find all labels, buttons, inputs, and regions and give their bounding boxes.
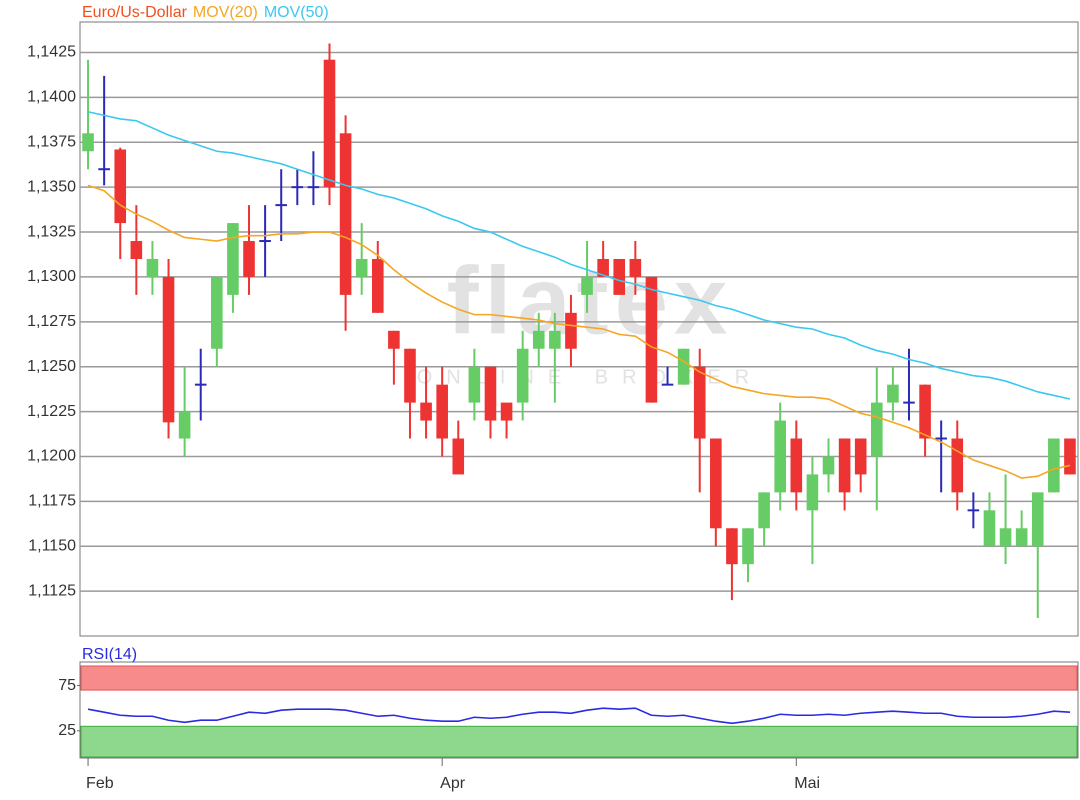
x-tick-label: Apr: [440, 775, 466, 792]
candle-body: [452, 438, 465, 475]
y-tick-label: 1,1350: [27, 178, 76, 195]
candle-body: [790, 438, 803, 493]
candle-body: [613, 258, 626, 295]
y-tick-label: 1,1150: [28, 537, 76, 554]
candle-body: [178, 411, 191, 439]
y-tick-label: 1,1125: [28, 582, 76, 599]
candle-body: [758, 492, 770, 529]
y-tick-label: 1,1200: [27, 448, 76, 465]
x-tick-label: Mai: [794, 775, 820, 792]
candle-body: [581, 276, 593, 295]
y-tick-label: 25: [58, 722, 76, 739]
candle-body: [838, 438, 851, 493]
candle-body: [1015, 528, 1028, 547]
candle-body: [629, 258, 642, 277]
candle-body: [484, 366, 497, 421]
candle-body: [1064, 438, 1076, 475]
price-panel: 1,1125 1,1150 1,1175 1,1200 1,1225 1,1250 1,12…: [27, 43, 1078, 619]
candle-body: [516, 348, 529, 403]
candle-body: [710, 438, 722, 529]
candle-body: [162, 276, 175, 423]
candle-body: [597, 258, 609, 277]
y-tick-label: 1,1175: [28, 493, 76, 510]
rsi-panel: 25 75: [58, 665, 1078, 758]
candle-body: [806, 474, 819, 511]
y-tick-label: 75: [58, 677, 76, 694]
candle-body: [887, 384, 899, 403]
candle-body: [951, 438, 964, 493]
candle-body: [243, 241, 255, 277]
candle-body: [339, 133, 352, 295]
legend-entry: MOV(20): [193, 4, 258, 21]
candle-body: [500, 402, 513, 421]
candle-body: [919, 384, 931, 439]
y-tick-label: 1,1400: [27, 89, 76, 106]
candle-body: [436, 384, 448, 439]
candle-body: [146, 258, 159, 277]
y-tick-label: 1,1275: [27, 313, 76, 330]
candle-body: [388, 330, 400, 349]
ma-line: [87, 184, 1071, 479]
candle-body: [870, 402, 883, 457]
plot-area: [79, 21, 1079, 637]
candle-body: [726, 528, 738, 565]
candle-body: [983, 510, 996, 547]
candle-body: [114, 149, 127, 224]
candle-body: [999, 528, 1012, 547]
y-tick-label: 1,1325: [27, 223, 76, 240]
candle-body: [1031, 492, 1044, 547]
watermark-sub: ONLINE BROKER: [417, 366, 763, 388]
candle-body: [371, 258, 384, 313]
candle-body: [130, 241, 143, 259]
watermark-logo: flatex: [447, 247, 734, 354]
candle-body: [323, 59, 336, 188]
y-tick-label: 1,1300: [27, 268, 76, 285]
y-tick-label: 1,1375: [27, 134, 76, 151]
candle-body: [677, 348, 690, 385]
candle-body: [532, 330, 545, 349]
candle-body: [549, 330, 561, 349]
candle-body: [693, 366, 706, 439]
candle-body: [420, 402, 432, 421]
legend-entry: MOV(50): [264, 4, 329, 21]
overbought-band: [80, 665, 1078, 691]
legend-entry: Euro/Us-Dollar: [82, 4, 188, 21]
candle-body: [822, 456, 835, 475]
rsi-title: RSI(14): [82, 646, 137, 663]
candle-body: [1048, 438, 1060, 493]
candle-body: [404, 348, 416, 403]
candle-body: [227, 223, 239, 295]
candle-body: [468, 366, 481, 403]
candle-body: [355, 258, 368, 277]
ma-line: [87, 110, 1071, 400]
legend: Euro/Us-Dollar MOV(20) MOV(50): [82, 4, 329, 21]
candle-body: [742, 528, 754, 565]
candle-body: [211, 276, 223, 349]
y-tick-label: 1,1225: [27, 403, 76, 420]
rsi-line: [87, 707, 1070, 725]
candle-body: [645, 276, 658, 403]
candle-body: [565, 312, 577, 349]
candle-body: [774, 420, 787, 493]
y-tick-label: 1,1425: [27, 44, 76, 61]
candle-body: [82, 133, 94, 152]
y-tick-label: 1,1250: [27, 358, 76, 375]
candle-body: [854, 438, 867, 475]
x-tick-label: Feb: [86, 775, 114, 792]
oversold-band: [80, 725, 1078, 758]
